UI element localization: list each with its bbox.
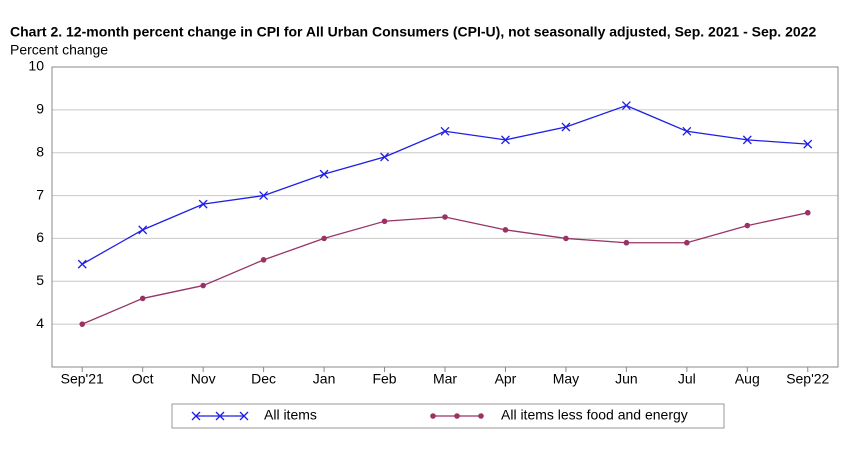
y-tick-label: 8	[36, 143, 44, 159]
y-axis-label: Percent change	[10, 42, 108, 58]
marker-x	[138, 225, 148, 235]
legend-marker	[478, 413, 484, 419]
legend-label: All items	[264, 407, 317, 423]
x-tick-label: Nov	[191, 371, 216, 387]
x-tick-label: Mar	[433, 371, 457, 387]
marker-dot	[260, 257, 267, 263]
marker-x	[621, 101, 631, 111]
y-tick-label: 9	[36, 101, 44, 117]
x-tick-label: Aug	[735, 371, 760, 387]
marker-dot	[684, 239, 690, 246]
y-tick-label: 10	[28, 58, 44, 74]
legend-marker	[454, 413, 460, 419]
marker-x	[77, 259, 87, 269]
x-tick-label: Apr	[495, 371, 517, 387]
marker-dot	[623, 239, 630, 246]
x-tick-label: Feb	[372, 371, 396, 387]
x-tick-label: Jun	[615, 371, 638, 387]
x-tick-label: Jul	[678, 371, 696, 387]
legend-marker	[215, 411, 225, 421]
marker-dot	[79, 321, 86, 327]
marker-dot	[744, 222, 751, 229]
marker-x	[501, 135, 510, 145]
marker-dot	[321, 235, 327, 242]
series-line	[81, 212, 808, 325]
marker-dot	[804, 209, 811, 216]
y-tick-label: 6	[36, 229, 44, 245]
legend-marker	[239, 411, 249, 421]
marker-x	[259, 191, 269, 201]
y-tick-label: 7	[36, 186, 44, 202]
marker-x	[561, 122, 571, 132]
marker-x	[198, 199, 208, 209]
x-tick-label: Sep'21	[61, 371, 104, 387]
marker-dot	[381, 218, 388, 225]
x-tick-label: Jan	[313, 371, 336, 387]
marker-dot	[442, 214, 448, 220]
marker-x	[380, 152, 389, 162]
marker-x	[803, 139, 813, 149]
x-tick-label: Sep'22	[786, 371, 829, 387]
chart-title: Chart 2. 12-month percent change in CPI …	[10, 24, 816, 40]
legend-marker	[430, 413, 436, 419]
x-tick-label: Dec	[251, 371, 276, 387]
marker-dot	[139, 295, 146, 302]
marker-dot	[502, 227, 509, 233]
marker-x	[742, 135, 752, 145]
series-line	[81, 104, 808, 265]
legend-label: All items less food and energy	[501, 407, 688, 423]
marker-x	[319, 169, 329, 179]
marker-dot	[563, 235, 569, 242]
x-tick-label: May	[553, 371, 579, 387]
marker-x	[440, 126, 450, 136]
y-tick-label: 5	[36, 272, 44, 288]
legend-box	[171, 403, 725, 429]
y-tick-label: 4	[36, 315, 44, 331]
marker-dot	[200, 282, 206, 289]
x-tick-label: Oct	[132, 371, 154, 387]
marker-x	[682, 126, 692, 136]
legend-marker	[191, 411, 201, 421]
